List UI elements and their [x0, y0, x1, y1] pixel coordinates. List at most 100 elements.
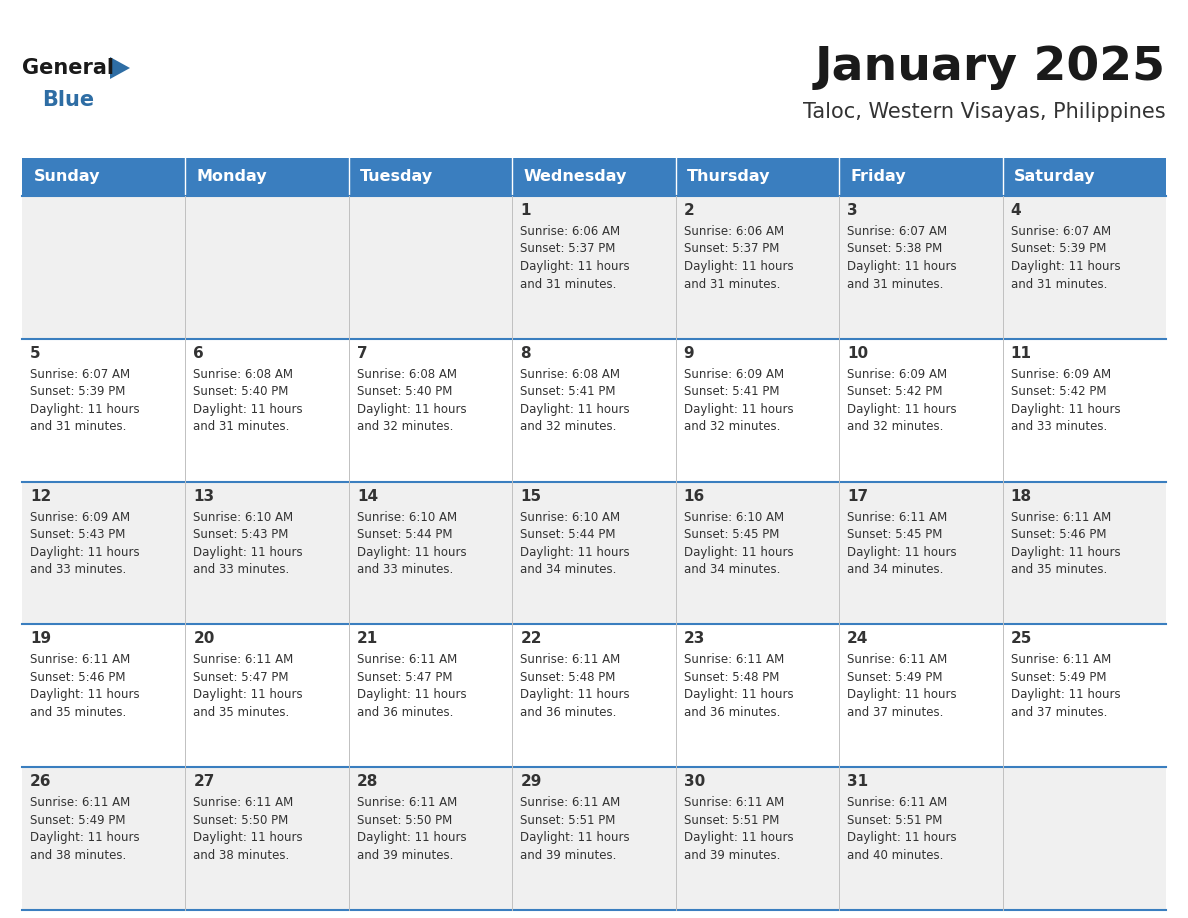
Text: Taloc, Western Visayas, Philippines: Taloc, Western Visayas, Philippines — [803, 102, 1165, 122]
Text: Sunrise: 6:07 AM: Sunrise: 6:07 AM — [30, 368, 131, 381]
Text: Daylight: 11 hours: Daylight: 11 hours — [194, 688, 303, 701]
Text: and 32 minutes.: and 32 minutes. — [356, 420, 454, 433]
Text: Sunset: 5:51 PM: Sunset: 5:51 PM — [847, 813, 942, 827]
Text: Daylight: 11 hours: Daylight: 11 hours — [684, 260, 794, 273]
Text: Sunrise: 6:09 AM: Sunrise: 6:09 AM — [847, 368, 947, 381]
Text: and 37 minutes.: and 37 minutes. — [847, 706, 943, 719]
Text: and 31 minutes.: and 31 minutes. — [30, 420, 126, 433]
Text: Sunset: 5:40 PM: Sunset: 5:40 PM — [356, 386, 453, 398]
Text: Daylight: 11 hours: Daylight: 11 hours — [520, 260, 630, 273]
Text: 12: 12 — [30, 488, 51, 504]
Text: General: General — [23, 58, 114, 78]
Bar — [349, 158, 512, 196]
Text: and 31 minutes.: and 31 minutes. — [520, 277, 617, 290]
Text: Sunset: 5:51 PM: Sunset: 5:51 PM — [520, 813, 615, 827]
Text: Sunset: 5:50 PM: Sunset: 5:50 PM — [356, 813, 453, 827]
Text: 22: 22 — [520, 632, 542, 646]
Text: 14: 14 — [356, 488, 378, 504]
Polygon shape — [110, 57, 129, 79]
Text: Daylight: 11 hours: Daylight: 11 hours — [520, 403, 630, 416]
Text: Sunrise: 6:10 AM: Sunrise: 6:10 AM — [356, 510, 457, 523]
Text: Sunrise: 6:11 AM: Sunrise: 6:11 AM — [847, 796, 947, 809]
Text: Tuesday: Tuesday — [360, 170, 434, 185]
Text: Daylight: 11 hours: Daylight: 11 hours — [847, 403, 956, 416]
Text: and 31 minutes.: and 31 minutes. — [847, 277, 943, 290]
Text: Sunset: 5:48 PM: Sunset: 5:48 PM — [684, 671, 779, 684]
Text: 9: 9 — [684, 346, 694, 361]
Text: Sunrise: 6:11 AM: Sunrise: 6:11 AM — [30, 654, 131, 666]
Text: and 35 minutes.: and 35 minutes. — [1011, 563, 1107, 577]
Text: Sunset: 5:50 PM: Sunset: 5:50 PM — [194, 813, 289, 827]
Text: and 33 minutes.: and 33 minutes. — [356, 563, 453, 577]
Text: 25: 25 — [1011, 632, 1032, 646]
Text: Daylight: 11 hours: Daylight: 11 hours — [847, 688, 956, 701]
Text: 11: 11 — [1011, 346, 1031, 361]
Text: Sunrise: 6:11 AM: Sunrise: 6:11 AM — [684, 654, 784, 666]
Text: Sunrise: 6:09 AM: Sunrise: 6:09 AM — [1011, 368, 1111, 381]
Text: Friday: Friday — [851, 170, 906, 185]
Text: 2: 2 — [684, 203, 695, 218]
Bar — [23, 482, 1165, 624]
Text: Sunset: 5:49 PM: Sunset: 5:49 PM — [30, 813, 126, 827]
Text: Sunset: 5:43 PM: Sunset: 5:43 PM — [30, 528, 126, 541]
Text: Daylight: 11 hours: Daylight: 11 hours — [30, 545, 140, 558]
Text: 3: 3 — [847, 203, 858, 218]
Text: and 31 minutes.: and 31 minutes. — [684, 277, 781, 290]
Text: Sunset: 5:46 PM: Sunset: 5:46 PM — [1011, 528, 1106, 541]
Text: Sunset: 5:49 PM: Sunset: 5:49 PM — [847, 671, 942, 684]
Text: Sunrise: 6:11 AM: Sunrise: 6:11 AM — [30, 796, 131, 809]
Text: Sunrise: 6:09 AM: Sunrise: 6:09 AM — [684, 368, 784, 381]
Text: January 2025: January 2025 — [815, 46, 1165, 91]
Bar — [23, 196, 1165, 339]
Text: 31: 31 — [847, 774, 868, 789]
Bar — [23, 624, 1165, 767]
Text: 17: 17 — [847, 488, 868, 504]
Text: Daylight: 11 hours: Daylight: 11 hours — [684, 403, 794, 416]
Text: Sunset: 5:46 PM: Sunset: 5:46 PM — [30, 671, 126, 684]
Text: Sunset: 5:43 PM: Sunset: 5:43 PM — [194, 528, 289, 541]
Text: Thursday: Thursday — [687, 170, 771, 185]
Text: Sunrise: 6:08 AM: Sunrise: 6:08 AM — [356, 368, 457, 381]
Text: Sunset: 5:37 PM: Sunset: 5:37 PM — [684, 242, 779, 255]
Text: and 32 minutes.: and 32 minutes. — [847, 420, 943, 433]
Text: 5: 5 — [30, 346, 40, 361]
Text: and 32 minutes.: and 32 minutes. — [520, 420, 617, 433]
Text: and 38 minutes.: and 38 minutes. — [194, 849, 290, 862]
Text: and 32 minutes.: and 32 minutes. — [684, 420, 781, 433]
Text: and 36 minutes.: and 36 minutes. — [684, 706, 781, 719]
Text: Daylight: 11 hours: Daylight: 11 hours — [194, 403, 303, 416]
Text: Daylight: 11 hours: Daylight: 11 hours — [1011, 403, 1120, 416]
Text: and 31 minutes.: and 31 minutes. — [194, 420, 290, 433]
Text: 19: 19 — [30, 632, 51, 646]
Text: Sunrise: 6:11 AM: Sunrise: 6:11 AM — [356, 796, 457, 809]
Text: Daylight: 11 hours: Daylight: 11 hours — [684, 545, 794, 558]
Text: and 39 minutes.: and 39 minutes. — [520, 849, 617, 862]
Text: Daylight: 11 hours: Daylight: 11 hours — [356, 688, 467, 701]
Bar — [676, 158, 839, 196]
Text: Sunset: 5:51 PM: Sunset: 5:51 PM — [684, 813, 779, 827]
Text: Monday: Monday — [197, 170, 267, 185]
Text: Daylight: 11 hours: Daylight: 11 hours — [847, 260, 956, 273]
Text: Blue: Blue — [42, 90, 94, 110]
Text: Sunrise: 6:06 AM: Sunrise: 6:06 AM — [684, 225, 784, 238]
Bar — [23, 767, 1165, 910]
Text: Sunrise: 6:08 AM: Sunrise: 6:08 AM — [194, 368, 293, 381]
Bar — [23, 158, 185, 196]
Text: Sunrise: 6:11 AM: Sunrise: 6:11 AM — [194, 654, 293, 666]
Text: Sunset: 5:41 PM: Sunset: 5:41 PM — [684, 386, 779, 398]
Text: Sunset: 5:42 PM: Sunset: 5:42 PM — [1011, 386, 1106, 398]
Text: Sunset: 5:49 PM: Sunset: 5:49 PM — [1011, 671, 1106, 684]
Text: Daylight: 11 hours: Daylight: 11 hours — [847, 545, 956, 558]
Text: Daylight: 11 hours: Daylight: 11 hours — [30, 831, 140, 845]
Text: and 34 minutes.: and 34 minutes. — [847, 563, 943, 577]
Text: Sunset: 5:47 PM: Sunset: 5:47 PM — [356, 671, 453, 684]
Text: and 40 minutes.: and 40 minutes. — [847, 849, 943, 862]
Text: Daylight: 11 hours: Daylight: 11 hours — [1011, 545, 1120, 558]
Text: Sunset: 5:39 PM: Sunset: 5:39 PM — [30, 386, 126, 398]
Text: Sunrise: 6:06 AM: Sunrise: 6:06 AM — [520, 225, 620, 238]
Text: and 34 minutes.: and 34 minutes. — [520, 563, 617, 577]
Text: Sunset: 5:39 PM: Sunset: 5:39 PM — [1011, 242, 1106, 255]
Bar — [23, 339, 1165, 482]
Text: 21: 21 — [356, 632, 378, 646]
Text: Daylight: 11 hours: Daylight: 11 hours — [520, 831, 630, 845]
